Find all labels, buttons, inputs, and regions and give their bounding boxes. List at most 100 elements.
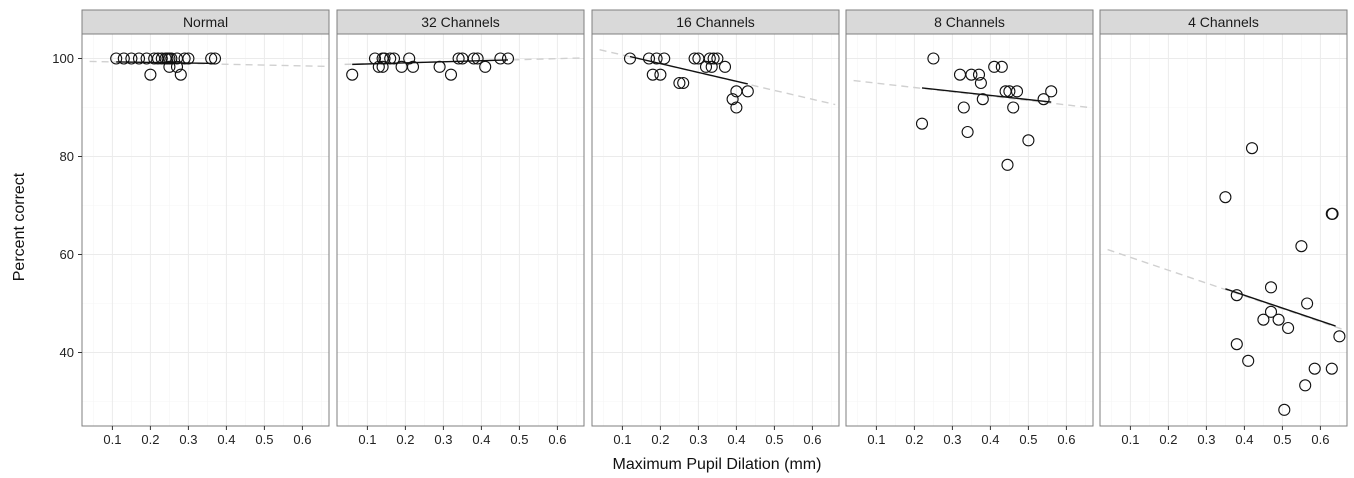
data-point: [1264, 305, 1278, 318]
data-point: [155, 52, 168, 65]
x-tick-label: 0.1: [613, 432, 631, 447]
x-tick-label: 0.5: [510, 432, 528, 447]
facet-strip: [845, 9, 1094, 35]
data-point: [718, 60, 732, 73]
data-point: [479, 60, 492, 73]
plot-panel-border: [591, 33, 840, 427]
regression-extension-line: [853, 79, 1090, 109]
grid-lines: [846, 34, 1093, 426]
data-point: [995, 60, 1008, 73]
data-point: [346, 68, 359, 81]
data-point: [406, 60, 420, 73]
regression-fit-line: [116, 61, 216, 65]
x-tick-label: 0.1: [358, 432, 376, 447]
data-point: [1278, 403, 1291, 416]
data-point: [1272, 313, 1285, 326]
facet-panels: Normal 0.1 0.2 0.3 0.4 0.5 0.6 40 60 80 100 32 Chan…: [52, 9, 1348, 447]
plot-panel: [591, 33, 840, 427]
data-point: [376, 60, 389, 73]
plot-panel-border: [81, 33, 330, 427]
data-point: [1230, 338, 1243, 351]
data-point: [677, 76, 690, 90]
data-point: [1333, 330, 1346, 343]
data-point: [1219, 191, 1232, 204]
x-tick-label: 0.6: [293, 432, 311, 447]
data-point: [673, 76, 686, 90]
x-tick-label: 0.2: [396, 432, 414, 447]
data-point: [208, 52, 222, 65]
data-point: [650, 52, 663, 65]
x-tick-label: 0.5: [1273, 432, 1291, 447]
x-tick-label: 0.6: [548, 432, 566, 447]
data-point: [1001, 158, 1014, 171]
y-tick-label: 100: [52, 51, 74, 66]
facet-panel-5: 4 Channels 0.1 0.2 0.3 0.4 0.5 0.6: [1099, 9, 1348, 447]
data-point: [165, 52, 178, 65]
y-tick-label: 40: [60, 345, 74, 360]
data-point: [163, 60, 176, 73]
facet-strip: [1099, 9, 1348, 35]
data-point: [927, 52, 940, 65]
x-tick-label: 0.4: [472, 432, 490, 447]
x-tick-label: 0.5: [765, 432, 783, 447]
data-points: [346, 52, 515, 81]
data-point: [646, 68, 659, 81]
x-tick-label: 0.2: [651, 432, 669, 447]
x-tick-label: 0.6: [803, 432, 821, 447]
x-tick-label: 0.4: [727, 432, 745, 447]
x-tick-label: 0.4: [981, 432, 999, 447]
grid-lines: [337, 34, 584, 426]
data-point: [974, 76, 987, 90]
data-point: [726, 93, 739, 106]
regression-fit-line: [921, 87, 1052, 103]
plot-panel-border: [336, 33, 585, 427]
facet-strip-label: 32 Channels: [421, 14, 500, 30]
data-point: [1037, 93, 1050, 106]
data-point: [372, 60, 385, 73]
x-tick-label: 0.4: [217, 432, 235, 447]
facet-strip: [336, 9, 585, 35]
facet-panel-3: 16 Channels 0.1 0.2 0.3 0.4 0.5 0.6: [591, 9, 840, 447]
data-point: [174, 68, 187, 81]
data-point: [125, 52, 138, 65]
data-points: [623, 52, 754, 114]
data-point: [1045, 85, 1058, 98]
grid-lines: [1100, 34, 1347, 426]
data-point: [741, 85, 754, 98]
data-point: [1295, 240, 1308, 253]
data-point: [1022, 134, 1035, 147]
x-tick-label: 0.3: [689, 432, 707, 447]
x-tick-label: 0.6: [1057, 432, 1075, 447]
facet-strip: [81, 9, 330, 35]
x-tick-label: 0.1: [1121, 432, 1139, 447]
facet-strip-label: 4 Channels: [1188, 14, 1259, 30]
data-point: [117, 52, 130, 65]
data-point: [1308, 362, 1321, 375]
plot-panel: [1099, 33, 1348, 427]
data-points: [915, 52, 1058, 171]
data-point: [170, 60, 184, 73]
data-point: [972, 68, 986, 81]
data-point: [403, 52, 416, 65]
data-point: [654, 68, 667, 81]
data-point: [452, 52, 465, 65]
facet-strip-label: Normal: [183, 14, 228, 30]
plot-panel-border: [845, 33, 1094, 427]
facet-strip-label: 8 Channels: [934, 14, 1005, 30]
y-tick-label: 80: [60, 149, 74, 164]
data-point: [494, 52, 507, 65]
data-point: [1264, 281, 1278, 294]
regression-fit-line: [629, 55, 748, 85]
data-point: [144, 68, 157, 81]
y-axis-title: Percent correct: [11, 172, 28, 281]
x-tick-label: 0.5: [255, 432, 273, 447]
plot-panel: [336, 33, 585, 427]
data-point: [387, 52, 401, 65]
data-point: [988, 60, 1001, 73]
regression-fit-line: [352, 59, 509, 66]
plot-panel: [81, 33, 330, 427]
data-point: [1257, 313, 1270, 326]
data-point: [501, 52, 515, 65]
x-tick-label: 0.2: [905, 432, 923, 447]
data-points: [110, 52, 222, 81]
